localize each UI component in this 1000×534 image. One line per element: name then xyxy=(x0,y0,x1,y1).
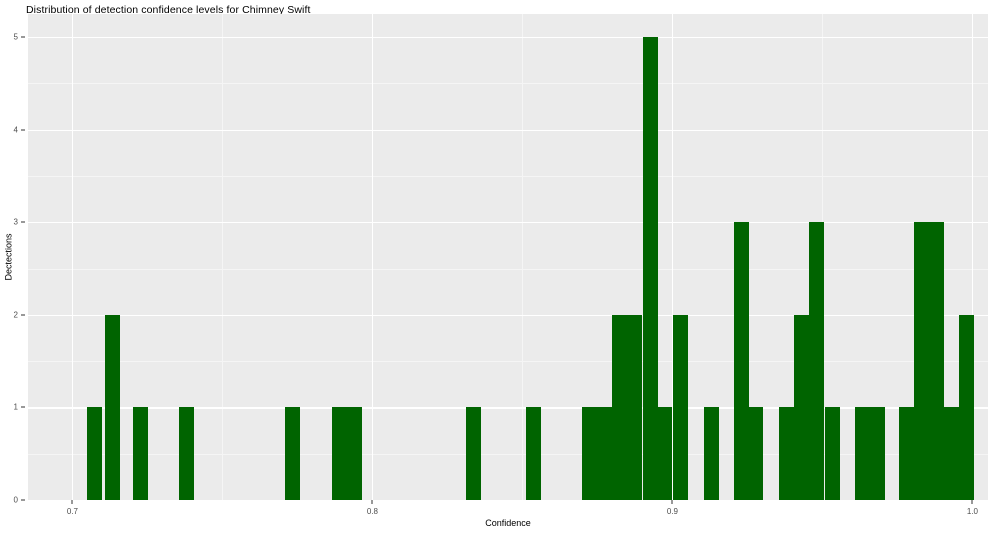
gridline-major-horizontal xyxy=(28,129,988,131)
bar xyxy=(597,407,613,500)
x-axis-title: Confidence xyxy=(485,518,531,528)
x-tick-mark xyxy=(71,500,73,504)
y-axis-title-text: Dectections xyxy=(4,233,14,281)
bar xyxy=(793,314,809,500)
gridline-minor-horizontal xyxy=(28,268,988,270)
y-tick-mark xyxy=(21,499,25,501)
y-tick-mark xyxy=(21,314,25,316)
bar xyxy=(928,222,944,500)
bar xyxy=(958,314,974,500)
gridline-minor-horizontal xyxy=(28,176,988,177)
x-tick-mark xyxy=(371,500,373,504)
y-axis: 0 1 2 3 4 5 xyxy=(0,14,28,505)
bar xyxy=(854,407,870,500)
y-tick-label: 2 xyxy=(13,310,18,320)
bar xyxy=(627,314,643,500)
plot-panel xyxy=(28,14,988,500)
gridline-major-horizontal xyxy=(28,314,988,316)
bar xyxy=(824,407,840,500)
y-tick-label: 5 xyxy=(13,32,18,42)
gridline-major-horizontal xyxy=(28,407,988,409)
x-tick-label: 0.9 xyxy=(666,507,678,516)
bar xyxy=(178,407,194,500)
bar xyxy=(748,407,763,500)
y-tick-mark xyxy=(21,129,25,131)
x-tick-mark xyxy=(671,500,673,504)
gridline-major-vertical xyxy=(972,14,974,500)
bar xyxy=(611,314,627,500)
bar xyxy=(87,407,103,500)
bar xyxy=(105,314,121,500)
bar xyxy=(672,314,688,500)
bar xyxy=(133,407,148,500)
y-tick-label: 3 xyxy=(13,217,18,227)
x-tick-label: 0.7 xyxy=(66,507,78,516)
gridline-minor-vertical xyxy=(222,14,223,500)
bar xyxy=(331,407,347,500)
y-tick-label: 4 xyxy=(13,125,18,135)
x-tick-label: 0.8 xyxy=(366,507,378,516)
y-tick-mark xyxy=(21,406,25,408)
bar xyxy=(869,407,885,500)
y-tick-mark xyxy=(21,221,25,223)
y-tick-label: 0 xyxy=(13,495,18,505)
x-axis: 0.7 0.8 0.9 1.0 xyxy=(28,500,988,518)
bar xyxy=(526,407,541,500)
gridline-major-vertical xyxy=(72,14,74,500)
x-tick-label: 1.0 xyxy=(966,507,978,516)
y-tick-mark xyxy=(21,36,25,38)
gridline-minor-vertical xyxy=(522,14,523,500)
bar xyxy=(466,407,481,500)
x-tick-mark xyxy=(971,500,973,504)
gridline-major-vertical xyxy=(672,14,674,500)
gridline-major-vertical xyxy=(372,14,374,500)
bar xyxy=(642,37,658,500)
bar xyxy=(733,222,749,500)
chart-title: Distribution of detection confidence lev… xyxy=(26,4,311,16)
gridline-major-horizontal xyxy=(28,37,988,39)
bar xyxy=(944,407,960,500)
gridline-major-horizontal xyxy=(28,222,988,224)
bar xyxy=(346,407,362,500)
bar xyxy=(898,407,914,500)
bar xyxy=(285,407,301,500)
y-axis-title: Dectections xyxy=(2,14,16,500)
bar xyxy=(808,222,824,500)
bar xyxy=(581,407,597,500)
gridline-minor-horizontal xyxy=(28,83,988,84)
bar xyxy=(657,407,673,500)
gridline-minor-horizontal xyxy=(28,361,988,362)
bar xyxy=(778,407,794,500)
gridline-minor-horizontal xyxy=(28,453,988,455)
bar xyxy=(703,407,719,500)
y-tick-label: 1 xyxy=(13,402,18,412)
bar xyxy=(914,222,930,500)
